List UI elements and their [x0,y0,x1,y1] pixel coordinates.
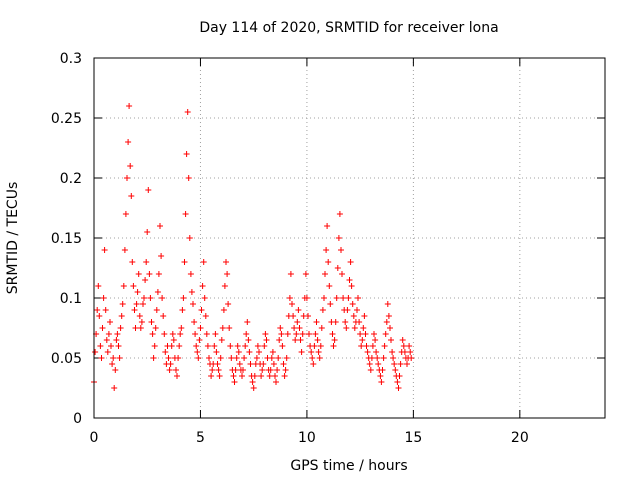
y-tick-label: 0.2 [60,171,82,187]
y-tick-label: 0.15 [51,231,82,247]
y-tick-label: 0.05 [51,351,82,367]
axis-ticks: 0 0.05 0.1 0.15 0.2 0.25 0.3 0 5 10 15 20 [51,51,605,446]
y-axis-label: SRMTID / TECUs [5,182,21,295]
plot-frame [93,57,606,419]
y-tick-label: 0.25 [51,111,82,127]
y-tick-label: 0 [73,411,82,427]
x-axis-label: GPS time / hours [290,458,407,474]
x-tick-label: 5 [196,430,205,446]
y-tick-label: 0.3 [60,51,82,67]
x-tick-label: 20 [511,430,529,446]
x-tick-label: 0 [90,430,99,446]
chart-title: Day 114 of 2020, SRMTID for receiver lon… [199,20,498,36]
y-tick-label: 0.1 [60,291,82,307]
x-tick-label: 15 [404,430,422,446]
x-tick-label: 10 [298,430,316,446]
